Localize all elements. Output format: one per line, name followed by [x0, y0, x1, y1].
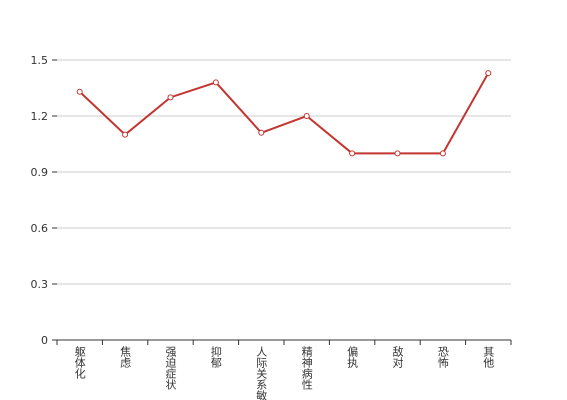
- series-line: [79, 72, 490, 155]
- x-tick-label: 抑郁: [209, 345, 222, 368]
- y-tick-label: 1.2: [31, 110, 49, 123]
- point: [122, 131, 129, 138]
- x-tick-label: 焦虑: [119, 346, 132, 368]
- point: [212, 79, 219, 86]
- point: [485, 70, 492, 77]
- point: [76, 88, 83, 95]
- y-tick-label: 0.3: [31, 278, 49, 291]
- y-tick-label: 1.5: [31, 54, 49, 67]
- x-tick-label: 恐怖: [436, 346, 449, 368]
- y-tick-label: 0.9: [31, 166, 49, 179]
- y-tick-label: 0.6: [31, 222, 49, 235]
- y-tick-label: 0: [41, 334, 48, 347]
- point: [167, 94, 174, 101]
- point: [394, 150, 401, 157]
- x-tick-label: 敌对: [391, 345, 404, 368]
- x-tick-label: 偏执: [346, 345, 359, 369]
- x-tick-label: 强迫症状: [164, 346, 177, 390]
- x-tick-label: 精神病性: [300, 346, 313, 391]
- x-tick-label: 人际关系敏感: [255, 346, 268, 400]
- point: [258, 129, 265, 136]
- x-tick-label: 其他: [482, 346, 495, 368]
- point: [303, 113, 310, 119]
- point: [439, 150, 446, 157]
- x-tick-label: 躯体化: [73, 346, 86, 380]
- point: [349, 150, 356, 157]
